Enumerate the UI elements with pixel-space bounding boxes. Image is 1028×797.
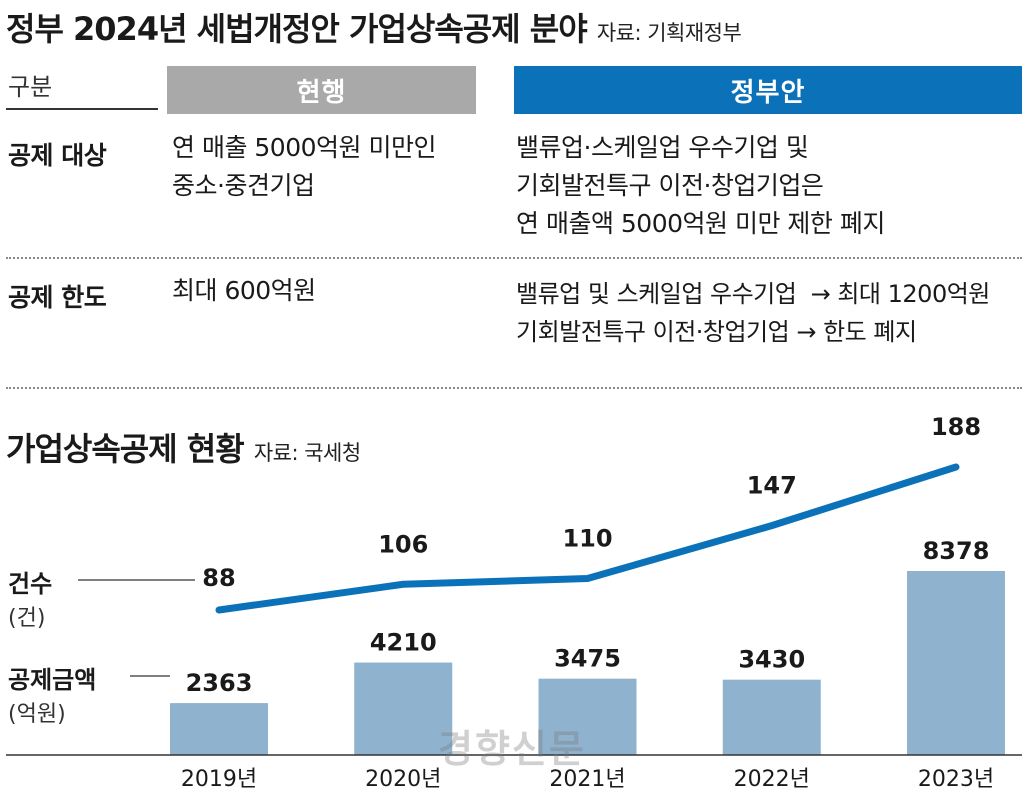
cell-line: 밸류업 및 스케일업 우수기업 → 최대 1200억원 — [516, 280, 990, 308]
bar-value-label: 2363 — [186, 669, 253, 697]
legend-count-unit: (건) — [8, 606, 46, 631]
section-divider — [6, 387, 1022, 389]
table-source: 자료: 기획재정부 — [596, 21, 742, 45]
bar-value-label: 3430 — [738, 646, 805, 674]
cell-line: 밸류업·스케일업 우수기업 및 — [516, 133, 809, 162]
chart-source: 자료: 국세청 — [253, 441, 361, 465]
legend-count-label: 건수 — [8, 570, 53, 598]
x-tick-label: 2021년 — [549, 767, 625, 792]
table-title: 정부 2024년 세법개정안 가업상속공제 분야 자료: 기획재정부 — [6, 4, 742, 50]
row-divider — [6, 257, 1022, 259]
line-value-label: 106 — [378, 530, 428, 558]
legend-amount-label: 공제금액 — [8, 666, 97, 694]
bar-value-label: 4210 — [370, 629, 437, 657]
row-label-target: 공제 대상 — [8, 141, 107, 170]
row-limit-current: 최대 600억원 — [172, 272, 316, 310]
header-proposal: 정부안 — [514, 66, 1022, 114]
x-tick-label: 2023년 — [918, 767, 994, 792]
bar-amount — [354, 662, 453, 755]
line-value-label: 110 — [562, 525, 612, 553]
line-value-label: 88 — [202, 564, 235, 592]
line-value-label: 147 — [747, 472, 797, 500]
legend-amount-unit: (억원) — [8, 702, 66, 727]
watermark: 경향신문 — [438, 727, 586, 771]
bar-amount — [907, 571, 1005, 755]
bar-value-label: 3475 — [554, 645, 621, 673]
cell-line: 연 매출 5000억원 미만인 — [172, 133, 436, 162]
header-current: 현행 — [167, 66, 476, 114]
bar-amount — [538, 678, 637, 755]
line-value-label: 188 — [931, 413, 981, 441]
cell-line: 기회발전특구 이전·창업기업은 — [516, 171, 824, 200]
cell-line: 연 매출액 5000억원 미만 제한 폐지 — [516, 209, 885, 238]
chart-title: 가업상속공제 현황 자료: 국세청 — [6, 424, 361, 470]
header-category: 구분 — [8, 73, 53, 101]
chart-title-text: 가업상속공제 현황 — [6, 430, 245, 468]
cell-line: 최대 600억원 — [172, 276, 316, 305]
row-target-current: 연 매출 5000억원 미만인 중소·중견기업 — [172, 129, 436, 205]
x-tick-label: 2020년 — [365, 767, 441, 792]
header-underline — [6, 108, 158, 110]
bar-amount — [722, 679, 821, 755]
bar-value-label: 8378 — [923, 537, 990, 565]
x-tick-label: 2022년 — [734, 767, 810, 792]
bar-amount — [170, 703, 268, 755]
table-title-text: 정부 2024년 세법개정안 가업상속공제 분야 — [6, 10, 588, 48]
cell-line: 중소·중견기업 — [172, 171, 315, 200]
cell-line: 기회발전특구 이전·창업기업 → 한도 폐지 — [516, 318, 917, 346]
x-tick-label: 2019년 — [181, 767, 257, 792]
row-target-proposal: 밸류업·스케일업 우수기업 및 기회발전특구 이전·창업기업은 연 매출액 50… — [516, 129, 885, 243]
row-label-limit: 공제 한도 — [8, 283, 107, 312]
row-limit-proposal: 밸류업 및 스케일업 우수기업 → 최대 1200억원 기회발전특구 이전·창업… — [516, 275, 990, 351]
